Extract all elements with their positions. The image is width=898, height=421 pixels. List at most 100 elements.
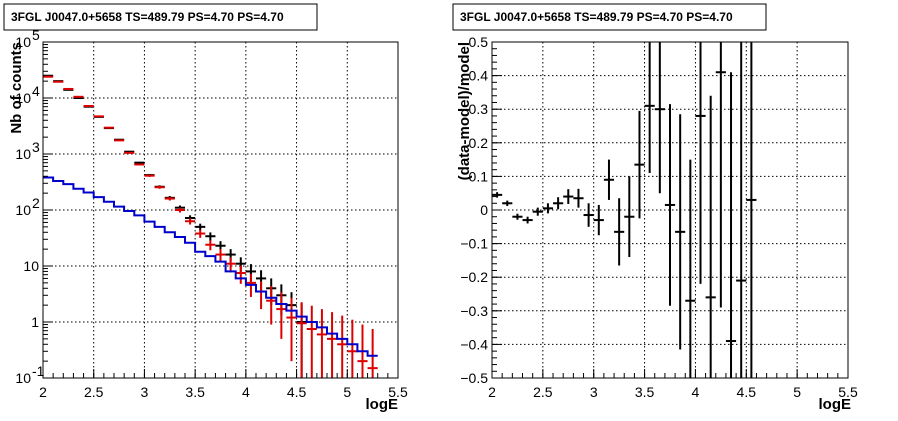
y-tick-exponent: 4: [32, 83, 40, 99]
data-point: [685, 159, 696, 378]
data-point: [512, 213, 523, 220]
x-tick-label: 2: [39, 384, 47, 400]
x-tick-label: 3: [590, 384, 598, 400]
data-point: [644, 42, 655, 174]
data-point: [542, 203, 554, 214]
data-point: [286, 297, 297, 362]
series-layer: [492, 42, 757, 378]
y-tick-label: −0.1: [460, 236, 488, 252]
data-point: [695, 42, 706, 284]
y-tick-label: −0.3: [460, 303, 488, 319]
data-point: [654, 42, 665, 194]
data-point: [367, 328, 378, 378]
title-box: [452, 3, 767, 31]
grid: [492, 42, 848, 378]
data-point: [337, 315, 348, 378]
y-tick-exponent: 2: [32, 195, 40, 211]
y-tick-label: 10: [15, 202, 31, 218]
data-point: [144, 174, 155, 177]
data-point: [573, 188, 584, 208]
y-tick-label: 0.5: [469, 34, 489, 50]
data-point: [532, 207, 543, 216]
data-point: [725, 72, 737, 378]
y-tick-label: 10: [15, 34, 31, 50]
x-axis-label: logE: [819, 396, 852, 413]
y-tick-exponent: 3: [32, 139, 40, 155]
data-point: [492, 192, 503, 198]
series-layer: [43, 74, 378, 378]
y-axis-label: Nb of counts: [8, 42, 25, 134]
data-point: [266, 285, 277, 325]
data-point: [553, 197, 564, 210]
data-point: [746, 42, 757, 378]
title-box: [3, 3, 318, 31]
data-point: [215, 249, 226, 262]
data-point: [114, 139, 125, 142]
data-point: [225, 257, 236, 273]
data-point: [614, 198, 625, 266]
y-tick-label: −0.5: [460, 370, 488, 386]
y-tick-label: 10: [15, 146, 31, 162]
data-point: [296, 302, 307, 378]
data-point: [205, 240, 216, 251]
data-point: [134, 163, 145, 166]
y-tick-label: 10: [15, 370, 31, 386]
data-point: [502, 200, 513, 206]
data-point: [715, 42, 726, 308]
data-point: [347, 319, 358, 378]
data-point: [583, 203, 594, 227]
y-tick-exponent: -1: [32, 363, 45, 379]
x-tick-label: 3.5: [185, 384, 205, 400]
data-point: [83, 104, 94, 107]
y-tick-exponent: 5: [32, 27, 40, 43]
y-tick-label: 10: [15, 90, 31, 106]
data-point: [124, 151, 135, 154]
axis-ticks: 2 2.5 3 3.5 4 4.5 5 5.5 −0.5 −0.4 −0.3 −0.2 −0.1 0 0.1…: [460, 34, 858, 400]
grid: [43, 42, 398, 378]
model-step-line: [43, 176, 378, 357]
data-point: [235, 265, 246, 284]
data-point: [593, 204, 604, 236]
data-point: [195, 223, 206, 231]
data-point: [174, 207, 185, 213]
data-point: [154, 185, 165, 189]
chart-title: 3FGL J0047.0+5658 TS=489.79 PS=4.70 PS=4…: [11, 10, 284, 24]
residuals-panel: 3FGL J0047.0+5658 TS=489.79 PS=4.70 PS=4…: [452, 3, 858, 413]
x-tick-label: 2.5: [533, 384, 553, 400]
data-point: [256, 281, 267, 310]
x-tick-label: 4: [692, 384, 700, 400]
data-point: [316, 309, 327, 378]
x-tick-label: 5.5: [388, 384, 408, 400]
y-tick-label: 0.1: [469, 168, 489, 184]
data-point: [185, 218, 196, 225]
y-tick-label: 0.4: [469, 68, 489, 84]
data-point: [205, 232, 216, 241]
x-tick-label: 4.5: [287, 384, 307, 400]
y-tick-label: −0.4: [460, 336, 488, 352]
data-point: [624, 176, 635, 258]
data-point: [93, 115, 104, 118]
x-tick-label: 4.5: [737, 384, 757, 400]
y-tick-label: 0: [480, 202, 488, 218]
data-point: [675, 114, 686, 350]
data-point: [522, 216, 533, 224]
x-tick-label: 4: [242, 384, 250, 400]
data-point: [664, 104, 676, 306]
y-tick-label: 1: [31, 314, 39, 330]
x-axis-label: logE: [366, 396, 399, 413]
chart-title: 3FGL J0047.0+5658 TS=489.79 PS=4.70 PS=4…: [460, 10, 733, 24]
x-tick-label: 5: [793, 384, 801, 400]
data-point: [634, 110, 645, 219]
counts-panel: 3FGL J0047.0+5658 TS=489.79 PS=4.70 PS=4…: [3, 3, 408, 413]
data-point: [705, 95, 716, 378]
y-tick-label: 0.3: [469, 101, 489, 117]
data-point: [103, 126, 114, 129]
data-point: [195, 229, 206, 238]
x-tick-label: 5: [343, 384, 351, 400]
x-tick-label: 3.5: [635, 384, 655, 400]
x-tick-label: 2.5: [84, 384, 104, 400]
data-point: [603, 159, 615, 200]
x-tick-label: 5.5: [838, 384, 858, 400]
